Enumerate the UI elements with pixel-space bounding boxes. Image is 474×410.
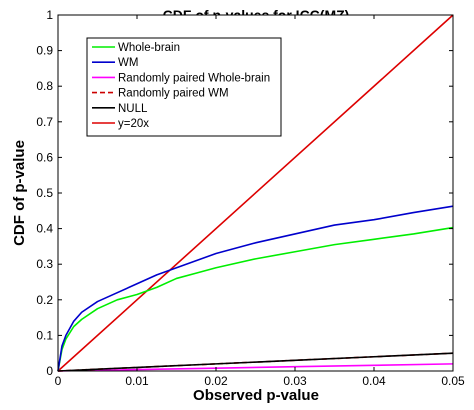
- x-tick-label: 0.01: [125, 374, 149, 388]
- y-tick-label: 0.8: [36, 79, 53, 93]
- legend-label: NULL: [118, 103, 148, 115]
- y-tick-label: 0.4: [36, 222, 53, 236]
- y-tick-label: 0.3: [36, 257, 53, 271]
- legend: Whole-brain WM Randomly paired Whole-brain…: [86, 37, 282, 137]
- y-tick-label: 0.9: [36, 44, 53, 58]
- y-tick-label: 1: [46, 8, 53, 22]
- x-tick-label: 0.03: [283, 374, 307, 388]
- series-line-4: [57, 352, 454, 372]
- y-tick-label: 0.5: [36, 186, 53, 200]
- series-layer: [57, 14, 454, 372]
- legend-label: Whole-brain: [118, 42, 180, 54]
- legend-label: Randomly paired WM: [118, 88, 229, 100]
- legend-label: Randomly paired Whole-brain: [118, 72, 270, 84]
- y-tick-label: 0: [46, 364, 53, 378]
- x-tick-label: 0: [55, 374, 62, 388]
- legend-label: WM: [118, 57, 138, 69]
- x-tick-label: 0.05: [441, 374, 465, 388]
- x-tick-label: 0.02: [204, 374, 228, 388]
- legend-box: [86, 37, 282, 137]
- legend-label: y=20x: [118, 118, 149, 130]
- y-tick-label: 0.2: [36, 293, 53, 307]
- ticks-layer: 0 0.01 0.02 0.03 0.04 0.05 0 0.1 0.2 0.3 0.4 0.5 0.6…: [36, 8, 465, 388]
- y-axis-label: CDF of p-value: [11, 140, 28, 246]
- x-tick-label: 0.04: [362, 374, 386, 388]
- series-line-0: [57, 226, 454, 372]
- y-tick-label: 0.7: [36, 115, 53, 129]
- series-line-2: [57, 363, 454, 372]
- series-line-1: [57, 205, 454, 372]
- legend-entries: Whole-brain WM Randomly paired Whole-brain…: [92, 42, 270, 130]
- series-line-5: [57, 14, 454, 372]
- y-tick-label: 0.6: [36, 150, 53, 164]
- y-tick-label: 0.1: [36, 328, 53, 342]
- x-axis-label: Observed p-value: [193, 387, 319, 404]
